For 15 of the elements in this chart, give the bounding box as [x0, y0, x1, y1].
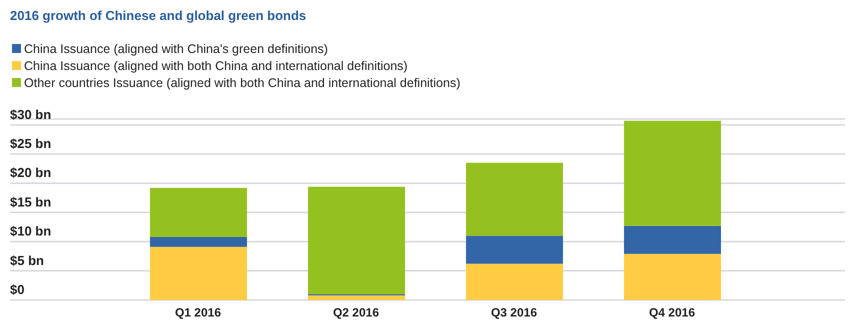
x-tick-label: Q2 2016 [332, 306, 380, 320]
x-tick-label: Q4 2016 [648, 306, 696, 320]
y-tick-label: $25 bn [10, 136, 52, 152]
x-tick-label: Q3 2016 [490, 306, 538, 320]
y-tick-label: $30 bn [10, 106, 52, 122]
y-tick-label: $0 [10, 282, 24, 297]
y-tick-label: $10 bn [10, 224, 52, 239]
chart-title: 2016 growth of Chinese and global green bonds [10, 8, 308, 25]
x-tick-label: Q1 2016 [174, 306, 222, 320]
y-tick-label: $20 bn [10, 165, 52, 180]
legend-label: China Issuance (aligned with both China and international definitions) [23, 58, 409, 74]
legend-label: China Issuance (aligned with China's green definitions) [23, 40, 329, 57]
y-tick-label: $15 bn [10, 194, 52, 210]
legend-label: Other countries Issuance (aligned with both China and international definitions) [23, 74, 462, 91]
y-tick-label: $5 bn [10, 252, 44, 268]
